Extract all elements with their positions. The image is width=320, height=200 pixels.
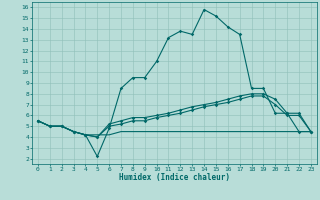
X-axis label: Humidex (Indice chaleur): Humidex (Indice chaleur) xyxy=(119,173,230,182)
